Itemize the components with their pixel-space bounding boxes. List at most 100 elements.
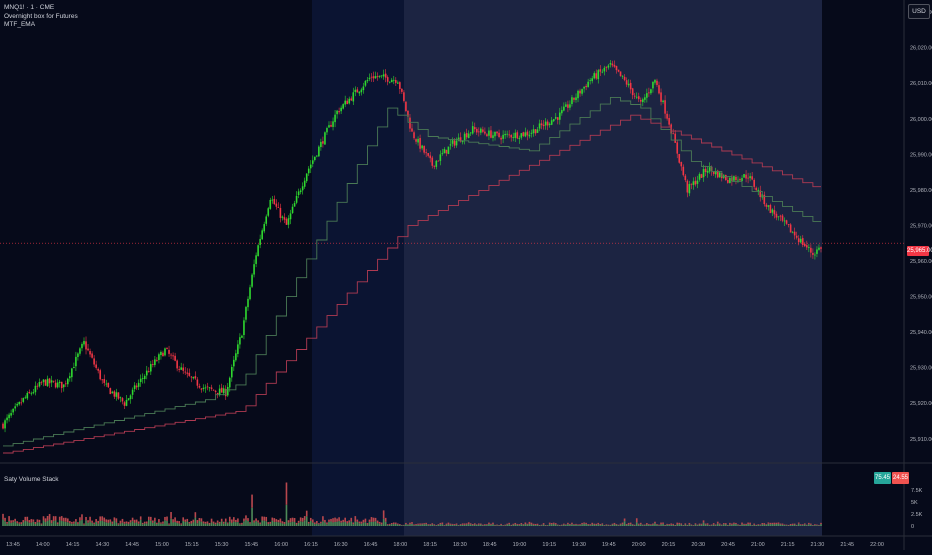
candle-body[interactable] (595, 73, 597, 78)
candle-body[interactable] (357, 89, 359, 92)
candle-body[interactable] (687, 181, 689, 193)
candle-body[interactable] (43, 380, 45, 383)
candle-body[interactable] (431, 158, 433, 166)
candle-body[interactable] (577, 91, 579, 98)
candle-body[interactable] (510, 135, 512, 137)
candle-body[interactable] (527, 132, 529, 136)
candle-body[interactable] (334, 115, 336, 122)
candle-body[interactable] (344, 101, 346, 105)
candle-body[interactable] (59, 382, 61, 383)
candle-body[interactable] (298, 192, 300, 195)
candle-body[interactable] (215, 391, 217, 392)
candle-body[interactable] (816, 249, 818, 253)
candle-body[interactable] (69, 376, 71, 378)
candle-body[interactable] (320, 142, 322, 147)
candle-body[interactable] (433, 166, 435, 167)
candle-body[interactable] (713, 172, 715, 174)
candle-body[interactable] (41, 382, 43, 383)
candle-body[interactable] (77, 354, 79, 358)
candle-body[interactable] (691, 184, 693, 185)
candle-body[interactable] (122, 398, 124, 401)
candle-body[interactable] (699, 174, 701, 180)
candle-body[interactable] (255, 255, 257, 264)
candle-body[interactable] (658, 85, 660, 93)
candle-body[interactable] (425, 152, 427, 153)
candle-body[interactable] (391, 80, 393, 82)
candle-body[interactable] (798, 238, 800, 242)
candle-body[interactable] (743, 174, 745, 177)
candle-body[interactable] (620, 71, 622, 76)
candle-body[interactable] (533, 129, 535, 133)
candle-body[interactable] (476, 129, 478, 133)
candle-body[interactable] (241, 336, 243, 338)
candle-body[interactable] (195, 376, 197, 378)
candle-body[interactable] (197, 379, 199, 385)
candle-body[interactable] (261, 230, 263, 239)
candle-body[interactable] (338, 111, 340, 112)
candle-body[interactable] (199, 386, 201, 387)
candle-body[interactable] (47, 379, 49, 386)
candle-body[interactable] (112, 392, 114, 393)
candle-body[interactable] (389, 82, 391, 83)
candle-body[interactable] (316, 156, 318, 157)
candle-body[interactable] (450, 144, 452, 145)
candle-body[interactable] (549, 124, 551, 125)
candle-body[interactable] (168, 350, 170, 354)
candle-body[interactable] (599, 69, 601, 71)
candle-body[interactable] (757, 190, 759, 191)
candle-body[interactable] (267, 208, 269, 215)
candle-body[interactable] (693, 181, 695, 185)
candle-body[interactable] (685, 176, 687, 180)
candle-body[interactable] (784, 221, 786, 222)
candle-body[interactable] (429, 155, 431, 158)
candle-body[interactable] (237, 344, 239, 354)
candle-body[interactable] (523, 132, 525, 136)
indicator-overnight-box-label[interactable]: Overnight box for Futures (4, 13, 78, 22)
candle-body[interactable] (85, 341, 87, 349)
candle-body[interactable] (502, 135, 504, 139)
candle-body[interactable] (480, 129, 482, 133)
candle-body[interactable] (188, 373, 190, 376)
candle-body[interactable] (597, 70, 599, 79)
candle-body[interactable] (136, 386, 138, 388)
candle-body[interactable] (379, 76, 381, 77)
candle-body[interactable] (247, 299, 249, 307)
candle-body[interactable] (680, 162, 682, 166)
candle-body[interactable] (640, 100, 642, 102)
candle-body[interactable] (302, 186, 304, 190)
candle-body[interactable] (35, 386, 37, 392)
candle-body[interactable] (610, 63, 612, 65)
candle-body[interactable] (375, 76, 377, 78)
candle-body[interactable] (478, 131, 480, 132)
candle-body[interactable] (61, 382, 63, 388)
candle-body[interactable] (219, 389, 221, 395)
candle-body[interactable] (53, 381, 55, 382)
candle-body[interactable] (557, 117, 559, 120)
candle-body[interactable] (705, 169, 707, 172)
candle-body[interactable] (371, 77, 373, 78)
candle-body[interactable] (369, 78, 371, 79)
candle-body[interactable] (367, 80, 369, 81)
candle-body[interactable] (636, 97, 638, 98)
candle-body[interactable] (539, 123, 541, 128)
candle-body[interactable] (393, 80, 395, 81)
candle-body[interactable] (395, 80, 397, 83)
candle-body[interactable] (383, 74, 385, 76)
candle-body[interactable] (101, 379, 103, 380)
candle-body[interactable] (421, 146, 423, 149)
candle-body[interactable] (504, 134, 506, 135)
candle-body[interactable] (442, 153, 444, 154)
candle-body[interactable] (440, 154, 442, 161)
candle-body[interactable] (788, 224, 790, 225)
candle-body[interactable] (648, 92, 650, 93)
candle-body[interactable] (276, 204, 278, 207)
candle-body[interactable] (411, 128, 413, 131)
candle-body[interactable] (618, 70, 620, 72)
candle-body[interactable] (239, 337, 241, 344)
candle-body[interactable] (81, 344, 83, 348)
candle-body[interactable] (310, 165, 312, 169)
candle-body[interactable] (282, 217, 284, 218)
candle-body[interactable] (792, 232, 794, 233)
candle-body[interactable] (243, 320, 245, 335)
currency-button[interactable]: USD (908, 4, 930, 19)
